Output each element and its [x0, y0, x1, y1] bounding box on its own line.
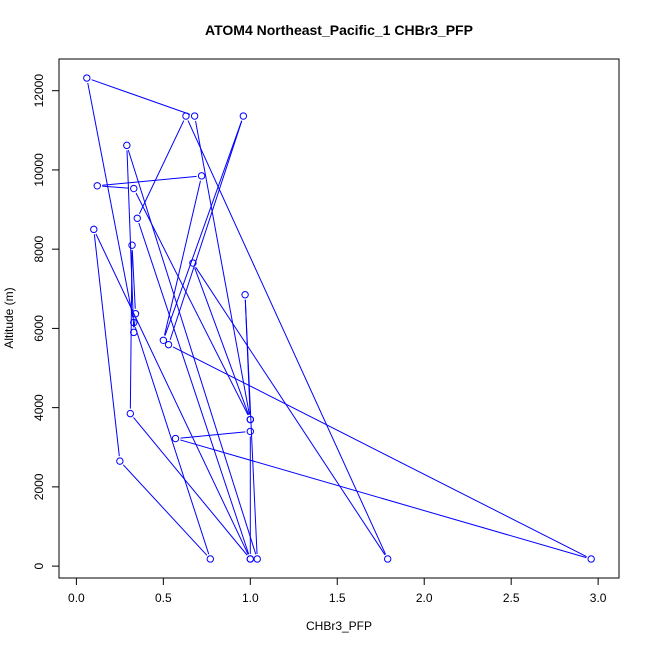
- y-tick-label: 4000: [32, 394, 46, 421]
- series-segment: [135, 192, 249, 416]
- series-lines: [87, 79, 587, 559]
- data-point: [90, 225, 98, 234]
- series-segment: [134, 327, 210, 555]
- data-point: [164, 340, 173, 349]
- series-segment: [122, 464, 208, 556]
- series-segment: [93, 234, 120, 457]
- data-point: [587, 555, 595, 563]
- data-point: [128, 241, 136, 249]
- series-segment: [164, 120, 243, 336]
- data-point: [241, 291, 249, 299]
- series-points: [83, 74, 595, 563]
- data-point: [130, 184, 138, 193]
- data-point: [116, 457, 124, 465]
- series-segment: [102, 185, 129, 189]
- data-point: [93, 182, 101, 190]
- data-point: [189, 259, 197, 267]
- series-segment: [87, 82, 134, 318]
- y-tick-label: 0: [32, 562, 46, 569]
- series-segment: [131, 250, 136, 309]
- x-tick-label: 0.0: [68, 591, 85, 605]
- data-point: [246, 415, 255, 424]
- data-point: [206, 555, 215, 563]
- data-point: [190, 112, 199, 120]
- series-segment: [138, 222, 250, 555]
- data-point: [253, 555, 261, 563]
- series-segment: [180, 431, 246, 439]
- chart-title: ATOM4 Northeast_Pacific_1 CHBr3_PFP: [205, 22, 473, 38]
- series-segment: [127, 149, 257, 555]
- y-axis: 0 2000 4000 6000 8000 10000 12000: [32, 74, 60, 569]
- series-segment: [95, 233, 249, 555]
- series-segment: [133, 417, 248, 556]
- series-segment: [180, 439, 587, 559]
- plot-area-border: [58, 58, 620, 579]
- data-point: [246, 427, 255, 436]
- data-point: [246, 555, 255, 563]
- series-segment: [163, 180, 201, 336]
- y-tick-label: 2000: [32, 473, 46, 500]
- series-segment: [169, 120, 243, 341]
- y-tick-label: 8000: [32, 235, 46, 262]
- data-point: [130, 318, 138, 327]
- y-tick-label: 6000: [32, 315, 46, 342]
- x-tick-label: 1.0: [242, 591, 259, 605]
- series-segment: [244, 299, 251, 415]
- data-point: [159, 336, 168, 344]
- series-segment: [194, 267, 250, 416]
- y-tick-label: 12000: [32, 74, 46, 108]
- x-axis: 0.0 0.5 1.0 1.5 2.0 2.5 3.0: [68, 577, 607, 605]
- data-point: [123, 141, 131, 150]
- data-point: [126, 409, 135, 418]
- series-segment: [91, 79, 191, 115]
- data-point: [130, 328, 138, 337]
- data-point: [131, 310, 140, 318]
- y-axis-label: Altitude (m): [2, 287, 16, 348]
- y-tick-label: 10000: [32, 153, 46, 187]
- series-segment: [102, 175, 197, 186]
- series-segment: [172, 346, 587, 558]
- data-point: [383, 555, 392, 563]
- data-point: [182, 112, 190, 120]
- series-segment: [195, 266, 386, 556]
- data-point: [83, 74, 91, 82]
- data-point: [133, 214, 141, 222]
- data-point: [239, 112, 248, 120]
- x-tick-label: 2.5: [503, 591, 520, 605]
- series-segment: [195, 120, 250, 415]
- x-tick-label: 0.5: [155, 591, 172, 605]
- series-segment: [138, 120, 185, 214]
- data-point: [171, 434, 180, 443]
- data-point: [197, 172, 206, 180]
- x-tick-label: 1.5: [329, 591, 346, 605]
- x-tick-label: 3.0: [590, 591, 607, 605]
- series-segment: [187, 120, 387, 555]
- series-segment: [126, 150, 135, 328]
- x-axis-label: CHBr3_PFP: [306, 619, 372, 633]
- x-tick-label: 2.0: [416, 591, 433, 605]
